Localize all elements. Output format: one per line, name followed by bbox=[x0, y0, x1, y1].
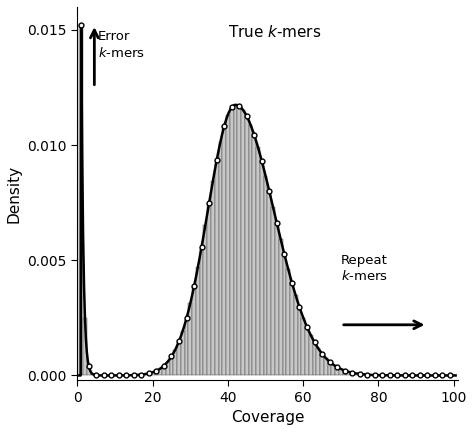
Bar bbox=[166, 362, 170, 375]
Bar bbox=[79, 25, 83, 375]
Bar bbox=[267, 191, 271, 375]
Bar bbox=[328, 362, 331, 375]
Bar bbox=[294, 295, 298, 375]
Bar bbox=[162, 365, 166, 375]
Bar bbox=[158, 368, 162, 375]
Bar bbox=[189, 303, 192, 375]
Bar bbox=[286, 269, 290, 375]
Bar bbox=[290, 283, 294, 375]
Bar bbox=[256, 147, 260, 375]
X-axis label: Coverage: Coverage bbox=[231, 410, 304, 425]
Bar bbox=[346, 372, 350, 375]
Bar bbox=[222, 126, 226, 375]
Bar bbox=[264, 176, 267, 375]
Bar bbox=[313, 342, 316, 375]
Bar bbox=[226, 114, 230, 375]
Bar bbox=[219, 142, 222, 375]
Bar bbox=[271, 207, 275, 375]
Bar bbox=[283, 254, 286, 375]
Bar bbox=[155, 371, 158, 375]
Bar bbox=[354, 373, 358, 375]
Bar bbox=[151, 372, 155, 375]
Bar bbox=[230, 107, 234, 375]
Bar bbox=[241, 110, 245, 375]
Bar bbox=[177, 341, 181, 375]
Bar bbox=[331, 365, 335, 375]
Bar bbox=[279, 239, 283, 375]
Bar bbox=[147, 373, 151, 375]
Y-axis label: Density: Density bbox=[7, 165, 22, 222]
Bar bbox=[260, 161, 264, 375]
Bar bbox=[196, 267, 200, 375]
Bar bbox=[170, 356, 173, 375]
Bar bbox=[309, 335, 313, 375]
Bar bbox=[324, 358, 328, 375]
Bar bbox=[245, 116, 249, 375]
Text: Error
$k$-mers: Error $k$-mers bbox=[98, 30, 145, 60]
Bar bbox=[234, 105, 237, 375]
Bar bbox=[339, 369, 343, 375]
Bar bbox=[249, 125, 253, 375]
Bar bbox=[192, 286, 196, 375]
Bar bbox=[305, 327, 309, 375]
Bar bbox=[87, 366, 91, 375]
Bar bbox=[207, 203, 211, 375]
Bar bbox=[358, 374, 362, 375]
Bar bbox=[91, 374, 94, 375]
Bar bbox=[237, 106, 241, 375]
Bar bbox=[335, 367, 339, 375]
Bar bbox=[185, 318, 189, 375]
Bar bbox=[83, 318, 87, 375]
Bar bbox=[203, 225, 207, 375]
Bar bbox=[343, 371, 346, 375]
Bar bbox=[350, 373, 354, 375]
Bar bbox=[200, 247, 203, 375]
Bar bbox=[320, 354, 324, 375]
Bar bbox=[301, 318, 305, 375]
Bar bbox=[298, 307, 301, 375]
Bar bbox=[173, 349, 177, 375]
Bar bbox=[275, 223, 279, 375]
Text: True $k$-mers: True $k$-mers bbox=[228, 24, 321, 40]
Bar bbox=[143, 374, 147, 375]
Bar bbox=[211, 181, 215, 375]
Bar bbox=[181, 331, 185, 375]
Text: Repeat
$k$-mers: Repeat $k$-mers bbox=[341, 254, 388, 283]
Bar bbox=[316, 349, 320, 375]
Bar bbox=[253, 135, 256, 375]
Bar bbox=[215, 160, 219, 375]
